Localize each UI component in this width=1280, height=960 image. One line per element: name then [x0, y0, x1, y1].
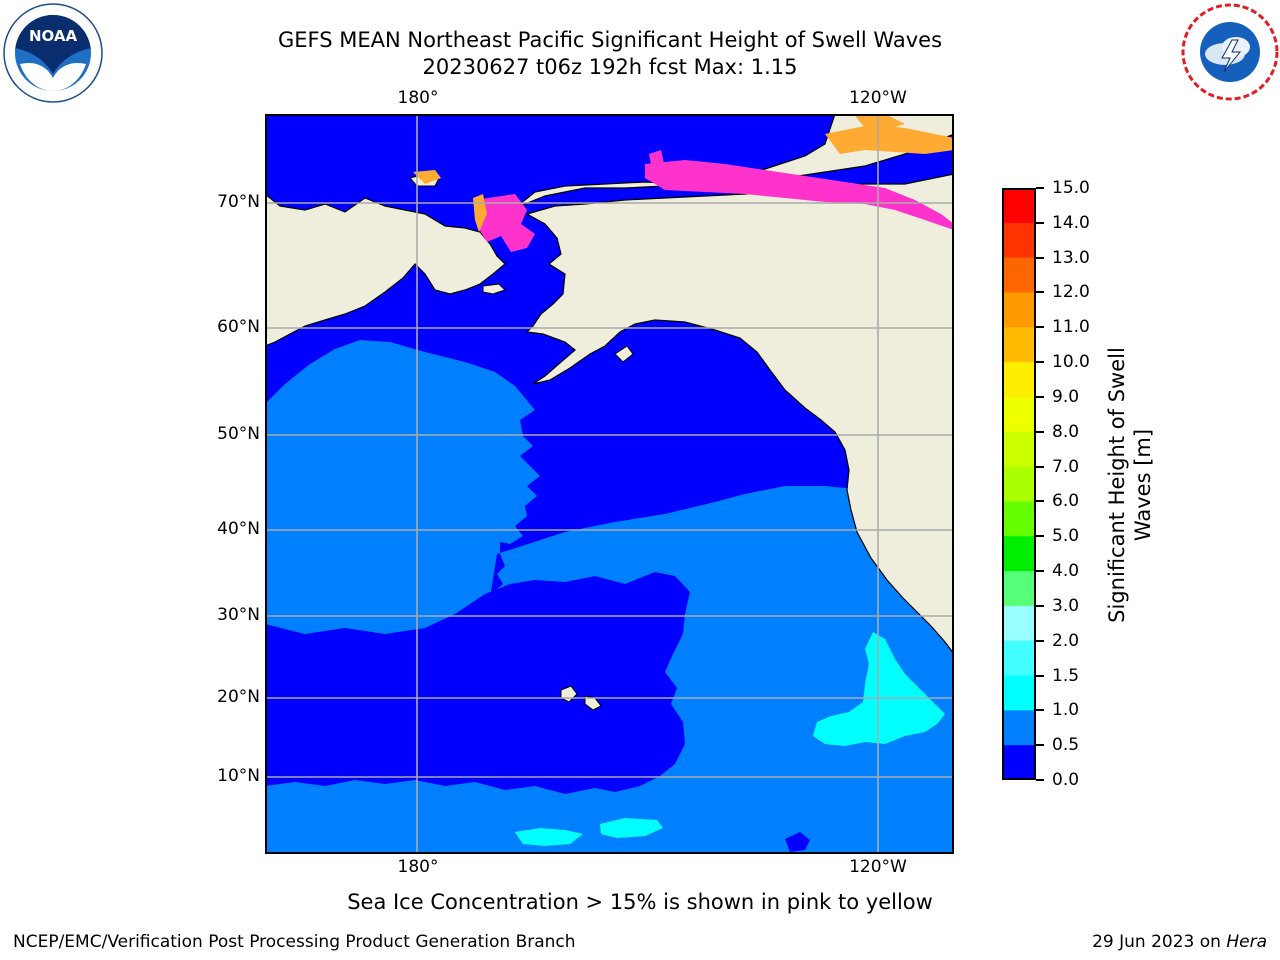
map-subtitle: 20230627 t06z 192h fcst Max: 1.15: [422, 55, 798, 79]
land-st-lawrence: [482, 283, 506, 295]
colorbar-tick-mark: [1036, 709, 1044, 712]
map-panel: [265, 114, 954, 854]
sea-ice-beaufort: [645, 160, 954, 230]
sea-ice-spot: [649, 150, 665, 174]
map-title: GEFS MEAN Northeast Pacific Significant …: [277, 28, 943, 52]
colorbar-tick-label: 11.0: [1052, 317, 1090, 338]
colorbar-tick-label: 3.0: [1052, 595, 1080, 616]
colorbar-segment: [1002, 675, 1036, 711]
colorbar-tick-mark: [1036, 604, 1044, 607]
colorbar-tick-label: 10.0: [1052, 352, 1090, 373]
colorbar-tick-label: 12.0: [1052, 282, 1090, 303]
nws-logo: [1180, 2, 1280, 102]
colorbar-tick-mark: [1036, 744, 1044, 747]
colorbar-segment: [1002, 431, 1036, 468]
lon-label-top-120w: 120°W: [849, 88, 907, 108]
colorbar-tick-label: 14.0: [1052, 212, 1090, 233]
lon-label-bottom-120w: 120°W: [849, 857, 907, 877]
colorbar-label: Significant Height of Swell Waves [m]: [1105, 347, 1155, 623]
colorbar-segment: [1002, 222, 1036, 259]
colorbar-tick-mark: [1036, 674, 1044, 677]
low-swell-south-east: [785, 832, 810, 852]
land-kodiak: [614, 345, 634, 363]
colorbar-segment: [1002, 640, 1036, 677]
colorbar-segment: [1002, 327, 1036, 363]
footer-org: NCEP/EMC/Verification Post Processing Pr…: [13, 932, 576, 952]
footer-machine: Hera: [1226, 932, 1267, 952]
high-swell-south-1: [515, 828, 583, 846]
colorbar-tick-mark: [1036, 465, 1044, 468]
colorbar-tick-label: 6.0: [1052, 491, 1080, 512]
colorbar-tick-label: 13.0: [1052, 247, 1090, 268]
lon-label-top-180: 180°: [397, 88, 439, 108]
colorbar-tick-label: 15.0: [1052, 178, 1090, 198]
colorbar-tick-label: 0.0: [1052, 770, 1080, 790]
colorbar-tick-label: 2.0: [1052, 630, 1080, 651]
colorbar-tick-mark: [1036, 326, 1044, 329]
colorbar-segment: [1002, 501, 1036, 537]
colorbar-tick-mark: [1036, 500, 1044, 503]
colorbar-segment: [1002, 571, 1036, 607]
colorbar-tick-label: 8.0: [1052, 421, 1080, 442]
colorbar-segment: [1002, 710, 1036, 746]
colorbar-tick-mark: [1036, 361, 1044, 364]
colorbar-tick-mark: [1036, 779, 1044, 781]
noaa-logo: NOAA: [2, 2, 104, 104]
colorbar-tick-mark: [1036, 535, 1044, 538]
colorbar-segment: [1002, 745, 1036, 781]
colorbar-segment: [1002, 536, 1036, 572]
colorbar-segment: [1002, 292, 1036, 328]
lat-label-10n: 10°N: [217, 766, 260, 786]
colorbar-segment: [1002, 396, 1036, 433]
high-swell-south-2: [600, 818, 663, 838]
colorbar-tick-mark: [1036, 187, 1044, 189]
colorbar-tick-mark: [1036, 570, 1044, 573]
colorbar-tick-label: 4.0: [1052, 561, 1080, 582]
colorbar-segment: [1002, 605, 1036, 642]
lat-label-20n: 20°N: [217, 687, 260, 707]
graticule: [265, 114, 954, 854]
sea-ice-top: [855, 114, 905, 130]
land-siberia: [265, 193, 506, 347]
colorbar-tick-mark: [1036, 430, 1044, 433]
colorbar-label-box: Significant Height of Swell Waves [m]: [1100, 190, 1160, 780]
high-swell-east: [813, 632, 945, 746]
sea-ice-note: Sea Ice Concentration > 15% is shown in …: [347, 890, 933, 914]
lat-label-40n: 40°N: [217, 519, 260, 539]
colorbar-tick-label: 0.5: [1052, 735, 1080, 756]
colorbar-tick-mark: [1036, 639, 1044, 642]
colorbar-tick-mark: [1036, 256, 1044, 259]
colorbar-segment: [1002, 188, 1036, 224]
colorbar-segment: [1002, 257, 1036, 293]
noaa-text: NOAA: [29, 27, 78, 45]
lat-label-60n: 60°N: [217, 317, 260, 337]
colorbar-tick-mark: [1036, 291, 1044, 294]
sea-ice-arctic-isle: [825, 124, 954, 154]
map-border: [265, 114, 954, 854]
sea-ice-chukchi: [475, 194, 535, 252]
footer-date-text: 29 Jun 2023 on: [1092, 932, 1221, 952]
lat-label-70n: 70°N: [217, 192, 260, 212]
colorbar-tick-label: 1.5: [1052, 665, 1080, 686]
colorbar-segment: [1002, 362, 1036, 398]
sea-ice-siberia-patch: [413, 170, 441, 184]
colorbar-tick-label: 1.0: [1052, 700, 1080, 721]
low-swell-central: [265, 572, 690, 794]
colorbar-tick-label: 5.0: [1052, 526, 1080, 547]
colorbar-tick-mark: [1036, 221, 1044, 224]
lon-label-bottom-180: 180°: [397, 857, 439, 877]
lat-label-30n: 30°N: [217, 605, 260, 625]
colorbar-segment: [1002, 466, 1036, 502]
colorbar-tick-label: 7.0: [1052, 456, 1080, 477]
colorbar-border: [1002, 188, 1036, 780]
colorbar-tick-mark: [1036, 395, 1044, 398]
lat-label-50n: 50°N: [217, 424, 260, 444]
footer-date: 29 Jun 2023 on Hera: [1092, 932, 1267, 952]
colorbar: [1002, 188, 1036, 781]
map-canvas: [265, 114, 954, 854]
colorbar-tick-label: 9.0: [1052, 386, 1080, 407]
